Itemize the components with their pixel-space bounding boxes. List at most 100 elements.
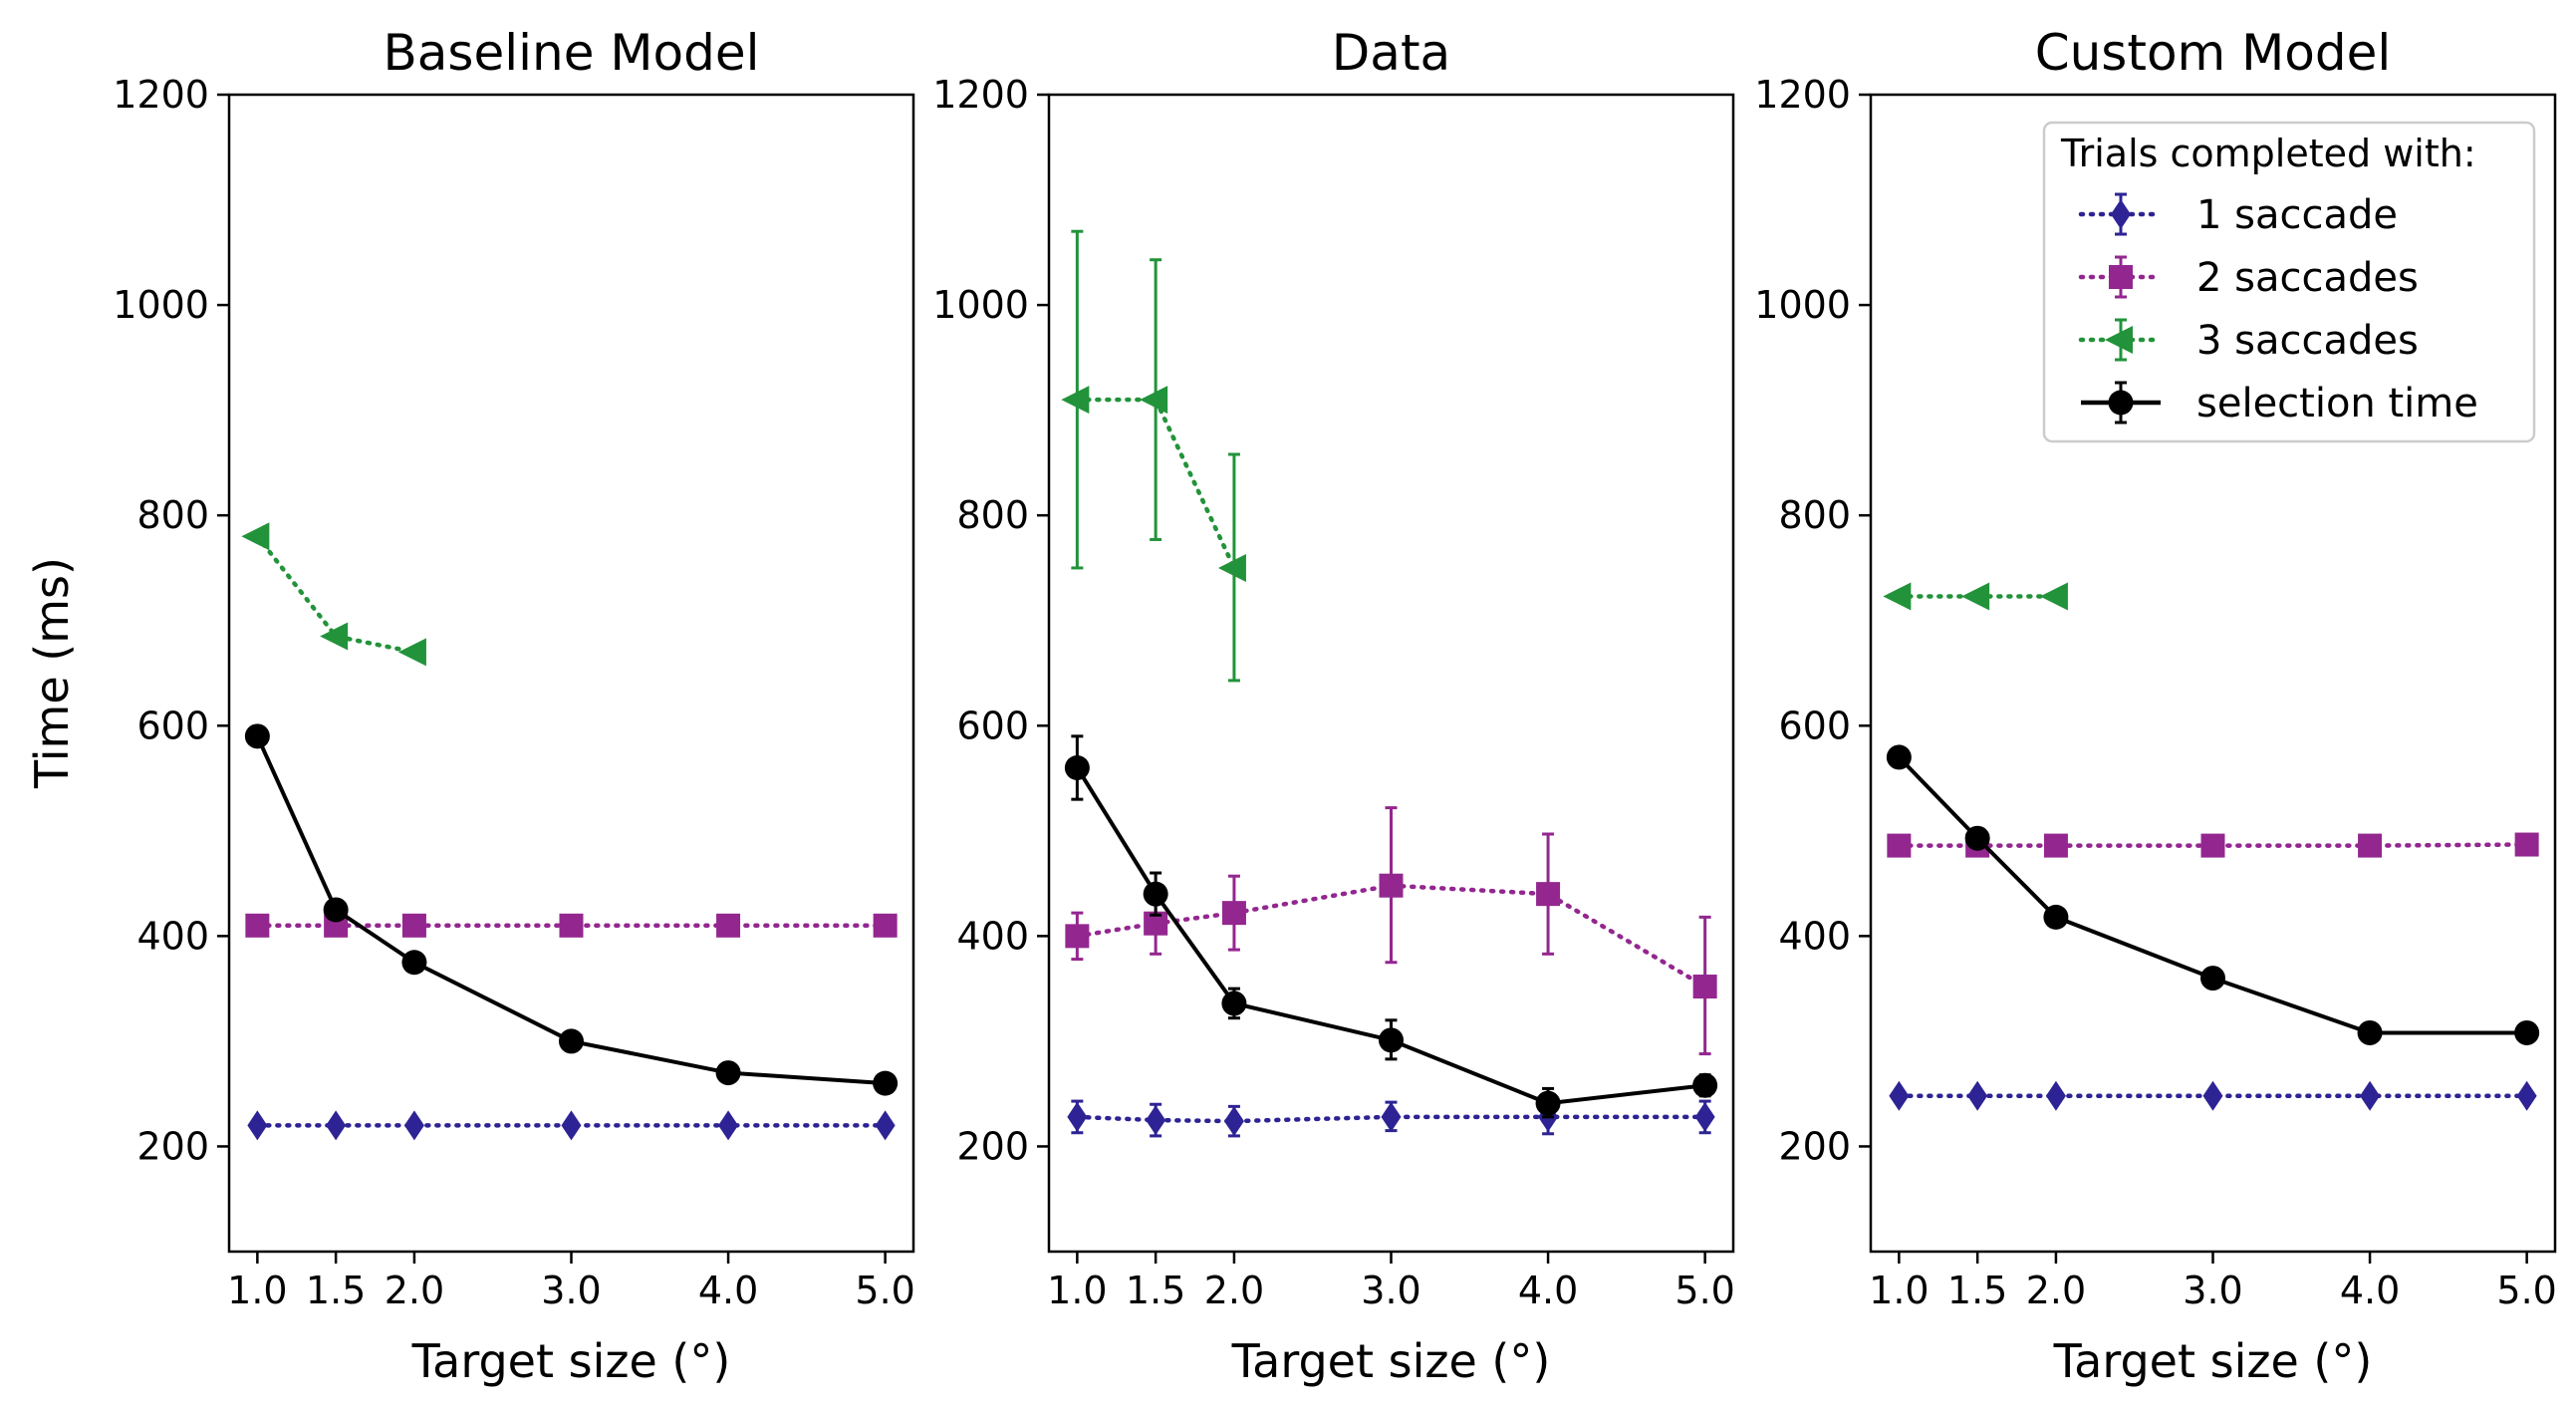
data-point — [2360, 1080, 2381, 1111]
data-point — [2358, 833, 2383, 858]
series-s2 — [1065, 806, 1717, 1056]
data-point — [1379, 1027, 1404, 1053]
chart-title: Custom Model — [2035, 24, 2392, 82]
series-line — [1075, 883, 1707, 990]
data-point — [1692, 1072, 1718, 1098]
data-point — [1694, 1101, 1715, 1132]
data-point — [2045, 1080, 2066, 1111]
data-point — [1067, 1101, 1088, 1132]
y-tick-label: 1200 — [932, 73, 1029, 117]
data-point — [716, 913, 741, 938]
legend-entry: 2 saccades — [2078, 255, 2419, 301]
data-point — [715, 1060, 741, 1086]
series-line — [255, 735, 886, 1086]
y-tick-label: 200 — [1778, 1124, 1851, 1168]
data-point — [559, 913, 584, 938]
data-point — [1886, 744, 1912, 770]
y-tick-label: 600 — [136, 704, 209, 747]
series-line — [1075, 1114, 1707, 1124]
x-axis-label: Target size (°) — [2053, 1334, 2373, 1388]
series-s2 — [1887, 832, 2539, 858]
data-point — [2514, 1019, 2540, 1045]
data-point — [403, 1110, 424, 1141]
data-point — [1967, 1080, 1988, 1111]
x-tick-label: 5.0 — [855, 1269, 914, 1312]
data-point — [1064, 754, 1090, 780]
data-point — [401, 913, 426, 938]
data-point — [1065, 924, 1090, 949]
x-axis-label: Target size (°) — [411, 1334, 731, 1388]
x-tick-label: 1.0 — [1047, 1269, 1107, 1312]
data-point — [561, 1110, 582, 1141]
data-point — [1536, 882, 1561, 907]
series-s3 — [1883, 582, 2068, 611]
data-point — [244, 723, 270, 749]
legend: Trials completed with: 1 saccade 2 saccade… — [2042, 121, 2536, 443]
data-point — [1692, 975, 1717, 999]
y-tick-label: 800 — [136, 493, 209, 537]
data-point — [2202, 1080, 2223, 1111]
series-s1 — [1889, 1080, 2537, 1111]
legend-label: 1 saccade — [2196, 192, 2398, 238]
data-point — [2200, 833, 2225, 858]
data-point — [247, 1110, 268, 1141]
x-tick-label: 4.0 — [1518, 1269, 1578, 1312]
x-tick-label: 4.0 — [698, 1269, 758, 1312]
y-tick-label: 800 — [1778, 493, 1851, 537]
x-tick-label: 1.5 — [1947, 1269, 2007, 1312]
data-point — [2039, 582, 2068, 611]
y-tick-label: 1200 — [113, 73, 209, 117]
legend-marker — [2111, 199, 2131, 229]
data-point — [2043, 904, 2069, 930]
y-axis-label: Time (ms) — [25, 557, 79, 789]
data-point — [1146, 1105, 1166, 1136]
x-tick-label: 3.0 — [2183, 1269, 2242, 1312]
data-point — [245, 913, 270, 938]
x-tick-label: 3.0 — [1361, 1269, 1420, 1312]
data-point — [326, 1110, 347, 1141]
legend-marker — [2105, 326, 2133, 354]
series-s2 — [245, 913, 898, 938]
series-sel — [1064, 734, 1718, 1119]
series-s1 — [247, 1110, 896, 1141]
data-point — [1535, 1090, 1561, 1116]
data-point — [2357, 1019, 2383, 1045]
series-line — [255, 534, 417, 655]
x-tick-label: 1.5 — [1126, 1269, 1185, 1312]
y-tick-label: 200 — [136, 1124, 209, 1168]
data-point — [241, 522, 270, 551]
y-tick-label: 400 — [136, 914, 209, 958]
data-point — [1381, 1101, 1402, 1132]
data-point — [875, 1110, 896, 1141]
data-point — [1221, 991, 1247, 1016]
series-s3 — [1061, 229, 1246, 683]
x-tick-label: 2.0 — [2026, 1269, 2086, 1312]
data-point — [1221, 901, 1246, 926]
data-point — [1889, 1080, 1910, 1111]
series-sel — [244, 723, 899, 1096]
y-tick-label: 1000 — [113, 283, 209, 327]
y-tick-label: 600 — [956, 704, 1029, 747]
series-line — [1897, 842, 2529, 848]
y-tick-label: 200 — [956, 1124, 1029, 1168]
data-point — [1883, 582, 1912, 611]
data-point — [323, 897, 349, 923]
data-point — [2514, 832, 2539, 857]
legend-marker — [2108, 390, 2134, 416]
data-point — [1140, 386, 1168, 415]
data-point — [1964, 825, 1990, 851]
data-point — [2200, 966, 2225, 991]
x-tick-label: 3.0 — [541, 1269, 601, 1312]
legend-entry: 1 saccade — [2078, 192, 2398, 238]
data-point — [873, 913, 898, 938]
data-point — [1143, 881, 1168, 907]
data-point — [1217, 553, 1246, 582]
data-point — [1223, 1106, 1244, 1137]
x-tick-label: 5.0 — [2496, 1269, 2556, 1312]
legend-entry: 3 saccades — [2078, 318, 2419, 364]
chart-title: Baseline Model — [383, 24, 759, 82]
x-tick-label: 1.0 — [1869, 1269, 1929, 1312]
chart-title: Data — [1332, 24, 1450, 82]
x-tick-label: 5.0 — [1674, 1269, 1734, 1312]
